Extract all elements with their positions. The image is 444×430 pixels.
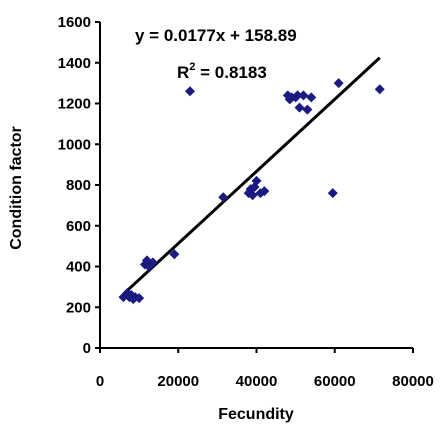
y-tick-label: 1000 xyxy=(58,136,91,153)
data-point xyxy=(184,86,195,97)
y-tick-label: 1400 xyxy=(58,55,91,72)
data-point xyxy=(302,104,313,115)
data-point xyxy=(169,249,180,260)
y-tick-label: 600 xyxy=(66,218,91,235)
data-point xyxy=(251,175,262,186)
y-tick-label: 1600 xyxy=(58,14,91,31)
x-tick-label: 40000 xyxy=(236,373,278,390)
trendline xyxy=(122,56,381,296)
data-point xyxy=(259,186,270,197)
y-tick-label: 800 xyxy=(66,177,91,194)
data-point xyxy=(327,188,338,199)
r-squared-label: R2 = 0.8183 xyxy=(177,61,267,82)
y-tick-label: 400 xyxy=(66,259,91,276)
r-squared-superscript: 2 xyxy=(189,61,195,73)
axis-ticks: 0 20000 40000 60000 80000 0 200 400 600 800 1000 12… xyxy=(58,14,434,390)
data-point xyxy=(218,192,229,203)
x-tick-label: 80000 xyxy=(392,373,434,390)
x-axis-title: Fecundity xyxy=(218,406,294,423)
x-tick-label: 60000 xyxy=(314,373,356,390)
data-point xyxy=(374,84,385,95)
y-tick-label: 0 xyxy=(83,340,91,357)
y-tick-label: 200 xyxy=(66,299,91,316)
x-tick-label: 0 xyxy=(96,373,104,390)
data-point xyxy=(298,90,309,101)
data-point xyxy=(333,78,344,89)
x-tick-label: 20000 xyxy=(157,373,199,390)
r-squared-value: = 0.8183 xyxy=(195,63,266,82)
r-squared-prefix: R xyxy=(177,63,189,82)
data-point xyxy=(292,90,303,101)
data-point xyxy=(247,190,258,201)
data-point xyxy=(147,257,158,268)
y-tick-label: 1200 xyxy=(58,96,91,113)
data-point xyxy=(118,292,129,303)
trendline-equation: y = 0.0177x + 158.89 xyxy=(135,26,297,45)
data-points xyxy=(118,78,385,305)
data-point xyxy=(294,102,305,113)
y-axis-title: Condition factor xyxy=(8,126,25,250)
data-point xyxy=(134,293,145,304)
data-point xyxy=(306,92,317,103)
data-point xyxy=(249,182,260,193)
